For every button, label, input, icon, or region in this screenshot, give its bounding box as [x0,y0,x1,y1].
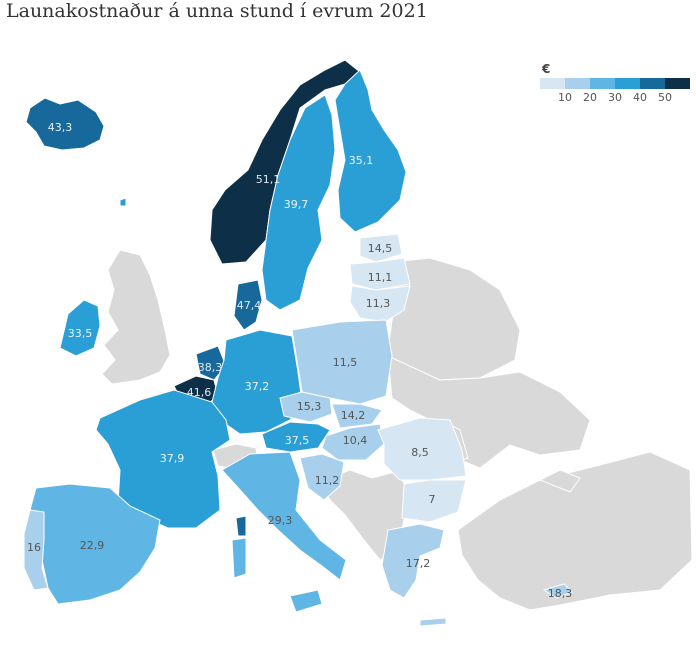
legend-swatch [615,78,640,89]
label-hungary: 10,4 [343,434,368,447]
country-cyprus [542,583,573,599]
country-north-africa [538,469,581,493]
country-ukraine [387,355,591,469]
country-finland [334,69,407,233]
country-italy [221,451,347,581]
legend-swatch [590,78,615,89]
label-czechia: 15,3 [297,400,322,413]
country-sweden [261,94,336,311]
label-croatia: 11,2 [315,474,340,487]
country-romania [377,417,467,481]
country-hungary [321,423,385,461]
label-finland: 35,1 [349,154,374,167]
country-norway [209,59,361,265]
legend-tick: 40 [633,91,647,104]
label-france: 37,9 [160,452,185,465]
label-lithuania: 11,3 [366,297,391,310]
label-denmark: 47,4 [237,299,262,312]
legend-ticks: 10 20 30 40 50 [540,89,690,104]
label-latvia: 11,1 [368,271,393,284]
label-cyprus: 18,3 [548,587,573,600]
legend-tick: 10 [558,91,572,104]
label-estonia: 14,5 [368,242,393,255]
label-iceland: 43,3 [48,121,73,134]
map-title: Launakostnaður á unna stund í evrum 2021 [6,0,428,22]
label-greece: 17,2 [406,557,431,570]
color-legend: € 10 20 30 40 50 [540,62,690,104]
label-netherlands: 38,3 [198,361,223,374]
country-bulgaria [401,479,467,523]
label-romania: 8,5 [411,446,429,459]
label-ireland: 33,5 [68,327,93,340]
country-crete [419,617,447,627]
label-belgium: 41,6 [187,386,212,399]
country-iceland [25,97,105,151]
legend-swatch [540,78,565,89]
country-greece [381,523,445,599]
country-sardinia [231,537,247,579]
legend-unit: € [542,62,551,76]
label-spain: 22,9 [80,539,105,552]
country-sicily [289,589,323,613]
country-slovakia [331,403,383,429]
label-italy: 29,3 [268,514,293,527]
label-sweden: 39,7 [284,198,309,211]
country-czechia [279,391,333,423]
legend-tick: 20 [583,91,597,104]
country-portugal [23,509,49,591]
label-austria: 37,5 [285,434,310,447]
country-estonia [359,233,403,263]
label-norway: 51,1 [256,173,281,186]
country-croatia [299,453,345,501]
legend-swatch [640,78,665,89]
country-france [95,389,231,529]
label-portugal: 16 [27,541,41,554]
legend-tick: 50 [658,91,672,104]
legend-swatch [665,78,690,89]
legend-swatch [565,78,590,89]
label-slovakia: 14,2 [341,409,366,422]
country-ireland [59,299,101,357]
legend-bar [540,78,690,89]
label-germany: 37,2 [245,380,270,393]
country-faroe [119,197,127,207]
country-lithuania [349,285,411,323]
country-austria [261,421,331,453]
country-uk [101,249,171,385]
country-denmark [233,279,263,331]
country-corsica [235,515,247,537]
country-latvia [349,257,411,291]
label-poland: 11,5 [333,356,358,369]
legend-tick: 30 [608,91,622,104]
label-bulgaria: 7 [429,493,436,506]
